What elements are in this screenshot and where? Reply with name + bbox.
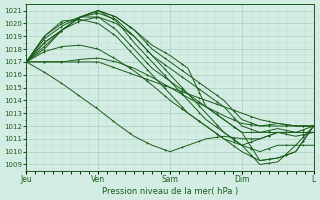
X-axis label: Pression niveau de la mer( hPa ): Pression niveau de la mer( hPa ) xyxy=(102,187,238,196)
